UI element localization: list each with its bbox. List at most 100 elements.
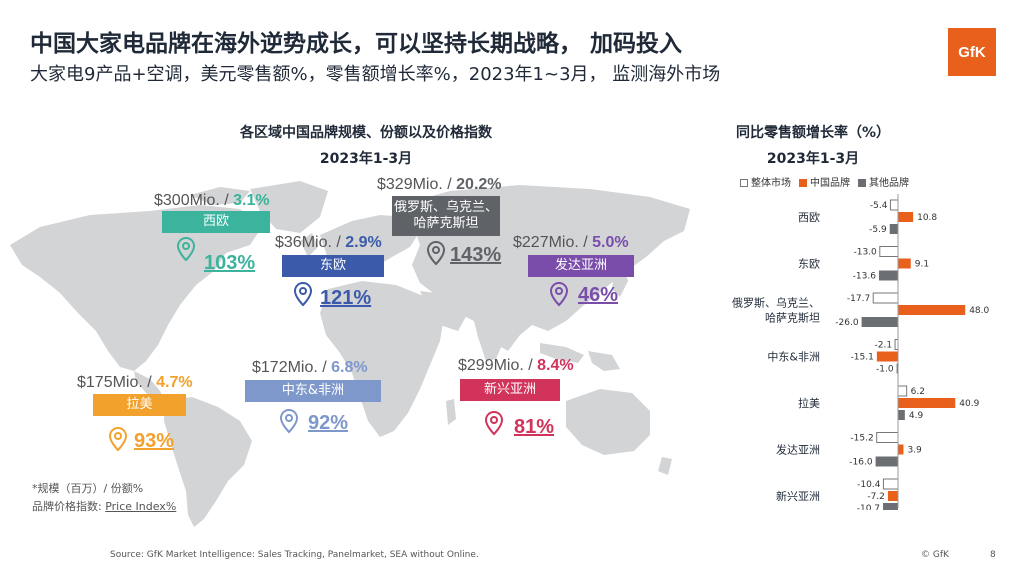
data-label: 6.2 — [911, 387, 925, 397]
location-pin-icon — [108, 426, 128, 452]
legend-item-total: 整体市场 — [740, 174, 791, 189]
chart-legend: 整体市场 中国品牌 其他品牌 — [740, 174, 909, 189]
chart-period: 2023年1-3月 — [766, 151, 860, 167]
legend-label: 中国品牌 — [810, 178, 850, 189]
bar-china — [898, 258, 911, 269]
bar-china — [887, 491, 898, 501]
category-label: 俄罗斯、乌克兰、 — [732, 296, 820, 310]
region-index-eluosi: 143% — [450, 244, 502, 266]
bar-other — [878, 270, 898, 281]
region-stat-eluosi: $329Mio. / 20.2% — [377, 176, 502, 194]
region-band-lamei: 拉美 — [93, 394, 186, 416]
category-label: 东欧 — [798, 258, 820, 271]
category-label: 发达亚洲 — [776, 443, 820, 457]
region-index-xiou: 103% — [204, 252, 256, 274]
bar-china — [898, 212, 914, 222]
data-label: -10.7 — [857, 504, 880, 510]
page-subtitle: 大家电9产品+空调，美元零售额%，零售额增长率%，2023年1~3月， 监测海外… — [30, 64, 721, 85]
region-size: $227Mio. / — [513, 234, 593, 251]
data-label: -13.0 — [854, 248, 878, 258]
bar-other — [889, 224, 898, 234]
data-label: -26.0 — [835, 318, 859, 328]
chart-title: 同比零售额增长率（%） — [735, 125, 891, 141]
bar-total — [876, 432, 899, 443]
legend-swatch — [858, 179, 866, 187]
category-label: 新兴亚洲 — [776, 489, 820, 503]
category-label: 哈萨克斯坦 — [765, 311, 820, 325]
bar-other — [861, 317, 898, 327]
legend-swatch — [799, 179, 807, 187]
region-share: 3.1% — [233, 192, 270, 209]
legend-item-other: 其他品牌 — [858, 174, 909, 189]
data-label: 48.0 — [969, 306, 989, 316]
data-label: 10.8 — [917, 213, 937, 223]
region-size: $175Mio. / — [77, 374, 157, 391]
bar-total — [889, 199, 899, 211]
region-size: $36Mio. / — [275, 234, 346, 251]
region-stat-zhongdong: $172Mio. / 6.8% — [252, 359, 368, 377]
region-stat-fada: $227Mio. / 5.0% — [513, 234, 629, 252]
legend-label: 整体市场 — [751, 178, 791, 189]
region-size: $172Mio. / — [252, 359, 332, 376]
bar-total — [882, 478, 899, 490]
bar-other — [883, 503, 898, 510]
bar-total — [879, 246, 899, 257]
data-label: 9.1 — [915, 260, 929, 270]
data-label: -1.0 — [876, 365, 894, 375]
region-band-xiou: 西欧 — [162, 211, 270, 233]
legend-item-china: 中国品牌 — [799, 174, 850, 189]
location-pin-icon — [549, 281, 569, 307]
location-pin-icon — [484, 410, 504, 436]
region-band-zhongdong: 中东&非洲 — [245, 380, 381, 402]
data-label: 4.9 — [909, 411, 924, 421]
bar-china — [876, 351, 898, 362]
region-share: 6.8% — [331, 359, 368, 376]
source-note: Source: GfK Market Intelligence: Sales T… — [110, 550, 479, 560]
data-label: -17.7 — [847, 294, 870, 304]
region-share: 4.7% — [156, 374, 193, 391]
location-pin-icon — [426, 240, 446, 266]
copyright: © GfK — [921, 550, 949, 560]
data-label: -5.9 — [869, 225, 887, 235]
region-index-zhongdong: 92% — [308, 412, 349, 434]
footnote-scale: *规模（百万）/ 份额% — [32, 482, 144, 495]
region-share: 8.4% — [537, 357, 574, 374]
legend-swatch — [740, 179, 748, 187]
data-label: -13.6 — [853, 272, 877, 282]
region-stat-lamei: $175Mio. / 4.7% — [77, 374, 193, 392]
category-label: 拉美 — [798, 396, 820, 410]
location-pin-icon — [279, 408, 299, 434]
region-share: 20.2% — [456, 176, 502, 193]
region-band-xinxing: 新兴亚洲 — [460, 379, 560, 401]
category-label: 中东&非洲 — [767, 351, 820, 364]
bar-total — [897, 385, 908, 397]
region-band-dongou: 东欧 — [282, 255, 384, 277]
region-stat-xiou: $300Mio. / 3.1% — [154, 192, 270, 210]
region-size: $300Mio. / — [154, 192, 234, 209]
bar-china — [898, 444, 904, 455]
page-title: 中国大家电品牌在海外逆势成长，可以坚持长期战略， 加码投入 — [30, 31, 683, 57]
region-index-dongou: 121% — [320, 287, 372, 309]
region-index-fada: 46% — [578, 284, 619, 306]
location-pin-icon — [293, 281, 313, 307]
price-index-link[interactable]: Price Index% — [105, 500, 177, 513]
data-label: 40.9 — [959, 399, 979, 409]
location-pin-icon — [176, 236, 196, 262]
growth-bar-chart: 西欧 -5.4 10.8 -5.9 东欧 -13.0 9.1 -13.6 俄罗斯、乌克兰、哈萨克… — [732, 194, 990, 510]
region-band-eluosi: 俄罗斯、乌克兰、 哈萨克斯坦 — [392, 196, 500, 236]
region-stat-dongou: $36Mio. / 2.9% — [275, 234, 382, 252]
bar-china — [898, 305, 966, 315]
data-label: -10.4 — [857, 480, 881, 490]
region-size: $329Mio. / — [377, 176, 457, 193]
bar-other — [875, 456, 898, 467]
page-number: 8 — [990, 550, 996, 560]
bar-other — [898, 410, 905, 420]
region-stat-xinxing: $299Mio. / 8.4% — [458, 357, 574, 375]
data-label: -2.1 — [874, 341, 892, 351]
footnote-price-index: 品牌价格指数: Price Index% — [32, 498, 176, 514]
region-share: 5.0% — [592, 234, 629, 251]
region-index-xinxing: 81% — [514, 416, 555, 438]
footnote-prefix: 品牌价格指数: — [32, 500, 106, 513]
map-section-period: 2023年1-3月 — [319, 151, 413, 167]
data-label: -15.1 — [851, 353, 874, 363]
